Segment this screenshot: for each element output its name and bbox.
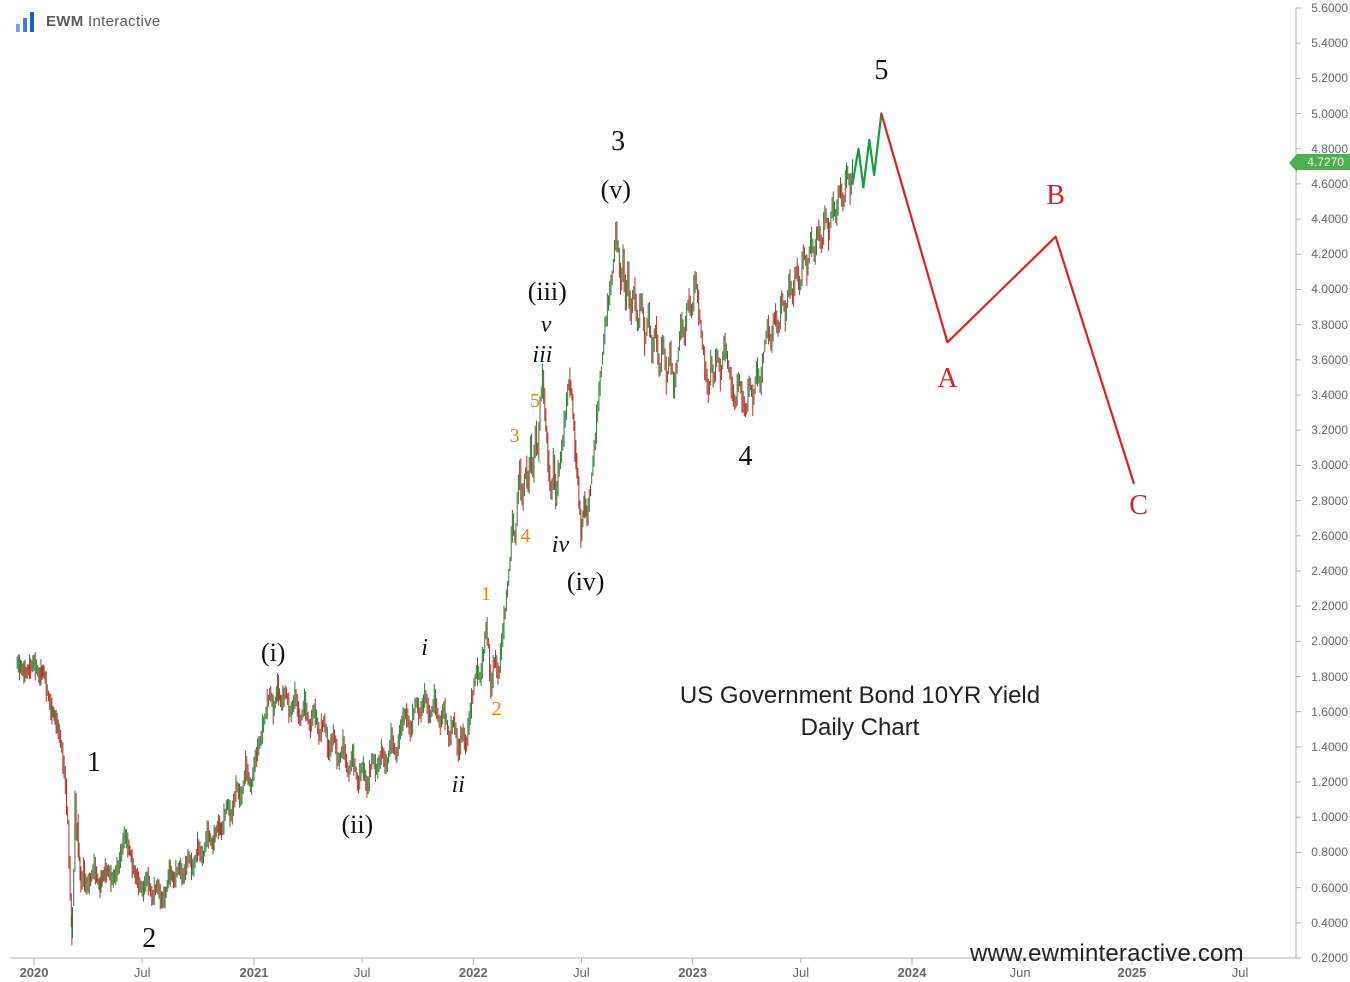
wave-label: 1 xyxy=(87,747,101,779)
y-axis-tick-label: 0.4000 xyxy=(1311,916,1348,930)
y-axis-tick-label: 1.2000 xyxy=(1311,775,1348,789)
y-axis-tick-label: 3.4000 xyxy=(1311,388,1348,402)
y-axis-tick-label: 5.0000 xyxy=(1311,107,1348,121)
wave-label: iv xyxy=(552,532,569,559)
y-axis-tick-label: 4.6000 xyxy=(1311,177,1348,191)
y-axis-tick-label: 3.6000 xyxy=(1311,353,1348,367)
wave-label: v xyxy=(541,312,552,339)
y-axis-tick-label: 5.4000 xyxy=(1311,36,1348,50)
y-axis-tick-label: 3.0000 xyxy=(1311,458,1348,472)
chart-title: US Government Bond 10YR YieldDaily Chart xyxy=(680,680,1040,745)
wave-label: 2 xyxy=(142,923,156,955)
y-axis-tick-label: 0.2000 xyxy=(1311,951,1348,965)
y-axis-tick-label: 2.2000 xyxy=(1311,599,1348,613)
y-axis-tick-label: 1.0000 xyxy=(1311,810,1348,824)
x-axis-tick-label: 2022 xyxy=(459,965,488,980)
wave-label: A xyxy=(937,363,957,395)
y-axis-tick-label: 5.6000 xyxy=(1311,1,1348,15)
current-price-tag: 4.7270 xyxy=(1297,154,1350,170)
wave-label: (i) xyxy=(261,638,286,668)
y-axis-tick-label: 2.0000 xyxy=(1311,634,1348,648)
wave-label: 3 xyxy=(611,126,625,158)
wave-label: 1 xyxy=(481,583,491,606)
y-axis-tick-label: 2.8000 xyxy=(1311,494,1348,508)
wave-label: 3 xyxy=(510,425,520,448)
y-axis-tick-label: 0.6000 xyxy=(1311,881,1348,895)
wave-label: 5 xyxy=(874,55,888,87)
y-axis-tick-label: 3.8000 xyxy=(1311,318,1348,332)
y-axis-tick-label: 4.4000 xyxy=(1311,212,1348,226)
wave-label: C xyxy=(1129,490,1148,522)
wave-label: i xyxy=(421,635,428,662)
wave-label: 4 xyxy=(520,525,530,548)
y-axis-tick-label: 2.4000 xyxy=(1311,564,1348,578)
y-axis-tick-label: 0.8000 xyxy=(1311,845,1348,859)
y-axis-tick-label: 3.2000 xyxy=(1311,423,1348,437)
watermark-url: www.ewminteractive.com xyxy=(970,940,1244,968)
x-axis-tick-label: 2024 xyxy=(898,965,927,980)
y-axis-tick-label: 4.0000 xyxy=(1311,282,1348,296)
y-axis-tick-label: 1.6000 xyxy=(1311,705,1348,719)
chart-title-line1: US Government Bond 10YR Yield xyxy=(680,680,1040,712)
y-axis-tick-label: 1.4000 xyxy=(1311,740,1348,754)
x-axis-tick-label: Jul xyxy=(134,965,151,980)
chart-container: EWM Interactive 0.20000.40000.60000.8000… xyxy=(0,0,1350,982)
wave-label: 5 xyxy=(530,390,540,413)
wave-label: (iii) xyxy=(528,277,567,307)
wave-label: B xyxy=(1046,180,1065,212)
x-axis-tick-label: 2023 xyxy=(678,965,707,980)
y-axis-tick-label: 2.6000 xyxy=(1311,529,1348,543)
x-axis-tick-label: 2021 xyxy=(240,965,269,980)
wave-label: (v) xyxy=(601,175,631,205)
chart-title-line2: Daily Chart xyxy=(680,712,1040,744)
wave-label: iii xyxy=(532,342,552,369)
x-axis-tick-label: Jul xyxy=(573,965,590,980)
wave-label: 4 xyxy=(739,441,753,473)
y-axis-tick-label: 4.2000 xyxy=(1311,247,1348,261)
wave-label: (ii) xyxy=(341,810,373,840)
y-axis-tick-label: 1.8000 xyxy=(1311,670,1348,684)
x-axis-tick-label: Jul xyxy=(354,965,371,980)
y-axis-tick-label: 5.2000 xyxy=(1311,71,1348,85)
x-axis-tick-label: Jul xyxy=(793,965,810,980)
x-axis-tick-label: 2020 xyxy=(20,965,49,980)
wave-label: ii xyxy=(452,772,465,799)
wave-label: (iv) xyxy=(567,567,605,597)
wave-label: 2 xyxy=(492,698,502,721)
